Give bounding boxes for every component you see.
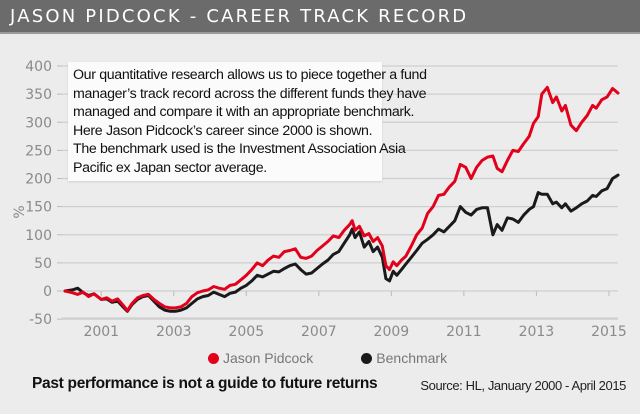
y-axis-label: % xyxy=(12,205,28,218)
legend-dot-icon xyxy=(208,352,219,364)
x-tick-label: 2013 xyxy=(519,324,555,340)
y-tick-label: 200 xyxy=(25,172,52,188)
y-tick-label: -50 xyxy=(29,312,52,328)
line-chart: 400 350 300 250 200 150 100 50 0 -50 2001 2003 2005… xyxy=(12,59,627,340)
note-line: managed and compare it with an appropria… xyxy=(73,104,415,120)
title-bar: JASON PIDCOCK - CAREER TRACK RECORD xyxy=(0,0,640,34)
series-line-benchmark xyxy=(63,173,620,313)
y-axis-ticks: 400 350 300 250 200 150 100 50 0 -50 xyxy=(25,59,52,328)
x-tick-label: 2005 xyxy=(228,324,264,340)
x-tick-label: 2009 xyxy=(374,324,410,340)
x-tick-label: 2001 xyxy=(83,324,119,340)
chart-legend: Jason Pidcock Benchmark xyxy=(208,350,447,366)
x-tick-label: 2003 xyxy=(156,324,192,340)
series-line-jason-pidcock xyxy=(63,85,620,313)
x-tick-label: 2007 xyxy=(301,324,337,340)
y-tick-label: 150 xyxy=(25,200,52,216)
note-line: Pacific ex Japan sector average. xyxy=(73,159,267,176)
note-line: manager’s track record across the differ… xyxy=(73,85,427,102)
series-lines xyxy=(63,85,620,313)
note-line: Here Jason Pidcock’s career since 2000 i… xyxy=(73,122,373,139)
y-tick-label: 400 xyxy=(25,59,52,75)
y-tick-label: 0 xyxy=(43,284,52,300)
x-tick-label: 2015 xyxy=(591,324,627,340)
legend-dot-icon xyxy=(361,352,373,364)
disclaimer-text: Past performance is not a guide to futur… xyxy=(32,375,378,392)
source-text: Source: HL, January 2000 - April 2015 xyxy=(420,378,626,393)
y-tick-label: 100 xyxy=(25,228,52,244)
legend-item-benchmark: Benchmark xyxy=(361,350,447,366)
note-line: Our quantitative research allows us to p… xyxy=(73,67,427,83)
y-tick-label: 350 xyxy=(25,87,52,103)
info-note-box: Our quantitative research allows us to p… xyxy=(68,62,427,181)
x-axis-ticks: 2001 2003 2005 2007 2009 2011 2013 2015 xyxy=(83,324,626,340)
x-tick-label: 2011 xyxy=(446,324,482,340)
legend-label: Benchmark xyxy=(376,350,448,366)
chart-title: JASON PIDCOCK - CAREER TRACK RECORD xyxy=(10,6,469,27)
note-line: The benchmark used is the Investment Ass… xyxy=(73,141,406,157)
legend-label: Jason Pidcock xyxy=(223,350,314,366)
y-tick-label: 300 xyxy=(25,115,52,131)
y-tick-label: 50 xyxy=(34,256,52,272)
y-tick-label: 250 xyxy=(25,143,52,159)
legend-item-jason-pidcock: Jason Pidcock xyxy=(208,350,313,366)
